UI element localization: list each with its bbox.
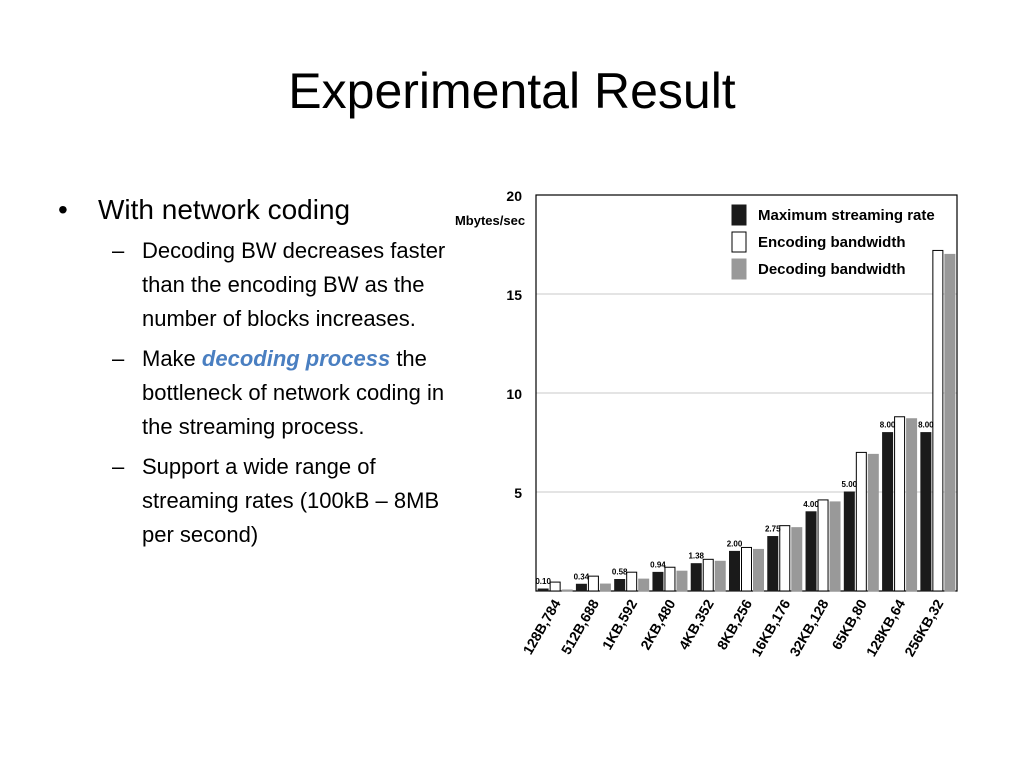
sub-bullet-text: Make decoding process the bottleneck of … [142, 342, 462, 444]
dash-icon: – [112, 238, 125, 263]
data-label: 5.00 [842, 480, 858, 489]
dash-icon: – [112, 454, 125, 479]
data-label: 4.00 [803, 500, 819, 509]
x-tick-label: 1KB,592 [599, 596, 641, 652]
bar-decoding [676, 570, 688, 592]
sub-bullet-item: – Decoding BW decreases faster than the … [58, 234, 478, 336]
bar-max-rate [652, 571, 664, 592]
bar-encoding [626, 571, 638, 592]
bar-chart: 5 10 15 20 Mbytes/sec 0.10 128B,784 0.34 512B,68… [450, 175, 970, 695]
legend-swatch [731, 204, 747, 226]
data-label: 8.00 [880, 421, 896, 430]
bullet-list: • With network coding – Decoding BW decr… [58, 192, 478, 552]
sub-bullet-item: – Make decoding process the bottleneck o… [58, 342, 478, 444]
data-label: 0.94 [650, 560, 666, 569]
bar-decoding [599, 583, 611, 592]
bullet-main-text: With network coding [98, 194, 351, 225]
legend-swatch [731, 258, 747, 280]
sub-bullet-text: Decoding BW decreases faster than the en… [142, 238, 446, 331]
data-label: 1.38 [688, 552, 704, 561]
bar-max-rate [920, 432, 932, 592]
x-tick-label: 256KB,32 [901, 596, 946, 659]
x-tick-label: 128B,784 [520, 596, 564, 657]
dash-icon: – [112, 346, 125, 371]
bar-decoding [867, 453, 879, 592]
y-tick-label: 5 [514, 485, 522, 501]
legend-swatch [731, 231, 747, 253]
bar-encoding [932, 249, 944, 592]
bar-decoding [829, 501, 841, 592]
bar-decoding [714, 560, 726, 592]
data-label: 0.58 [612, 568, 628, 577]
x-tick-label: 8KB,256 [714, 596, 756, 652]
legend-label: Maximum streaming rate [758, 207, 935, 224]
bullet-item: • With network coding [58, 192, 478, 228]
data-label: 2.00 [727, 539, 743, 548]
bar-encoding [779, 525, 791, 592]
bar-decoding [638, 578, 650, 592]
x-tick-label: 32KB,128 [786, 596, 831, 659]
bar-max-rate [843, 491, 855, 592]
bar-encoding [587, 575, 599, 592]
bar-max-rate [575, 583, 587, 592]
bar-max-rate [767, 536, 779, 592]
sub-bullet-pre: Make [142, 346, 202, 371]
bar-encoding [894, 416, 906, 592]
x-tick-label: 2KB,480 [637, 596, 679, 652]
bar-encoding [702, 558, 714, 592]
x-tick-label: 512B,688 [558, 596, 602, 657]
bar-max-rate [882, 432, 894, 592]
bar-max-rate [690, 563, 702, 592]
bar-max-rate [805, 511, 817, 592]
bar-encoding [549, 581, 561, 592]
bar-decoding [791, 527, 803, 592]
sub-bullet-item: – Support a wide range of streaming rate… [58, 450, 478, 552]
x-tick-label: 65KB,80 [828, 596, 870, 652]
legend-label: Encoding bandwidth [758, 234, 905, 251]
sub-bullet-text: Support a wide range of streaming rates … [142, 454, 440, 547]
bar-decoding [753, 548, 764, 592]
slide-title: Experimental Result [288, 63, 736, 119]
legend-label: Decoding bandwidth [758, 261, 906, 278]
emphasis-text: decoding process [201, 346, 391, 371]
bar-max-rate [537, 588, 549, 592]
y-tick-label: 20 [506, 188, 522, 204]
bar-encoding [664, 566, 676, 592]
y-tick-label: 10 [506, 386, 522, 402]
bar-max-rate [614, 579, 626, 592]
bar-encoding [855, 451, 867, 592]
bar-encoding [817, 499, 829, 592]
y-axis-label: Mbytes/sec [455, 213, 525, 228]
bar-decoding [561, 589, 573, 592]
chart-svg: 5 10 15 20 Mbytes/sec 0.10 128B,784 0.34 512B,68… [455, 188, 958, 659]
data-label: 8.00 [918, 421, 934, 430]
bar-decoding [906, 418, 918, 592]
bar-max-rate [729, 550, 740, 592]
x-tick-label: 4KB,352 [675, 596, 717, 652]
sub-bullet-post: the bottleneck of network coding in the … [142, 346, 445, 439]
y-tick-label: 15 [506, 287, 522, 303]
data-label: 0.10 [535, 577, 551, 586]
bar-decoding [944, 253, 956, 592]
data-label: 0.34 [574, 572, 590, 581]
bar-encoding [741, 546, 752, 592]
data-label: 2.75 [765, 525, 781, 534]
bullet-dot-icon: • [58, 194, 68, 225]
